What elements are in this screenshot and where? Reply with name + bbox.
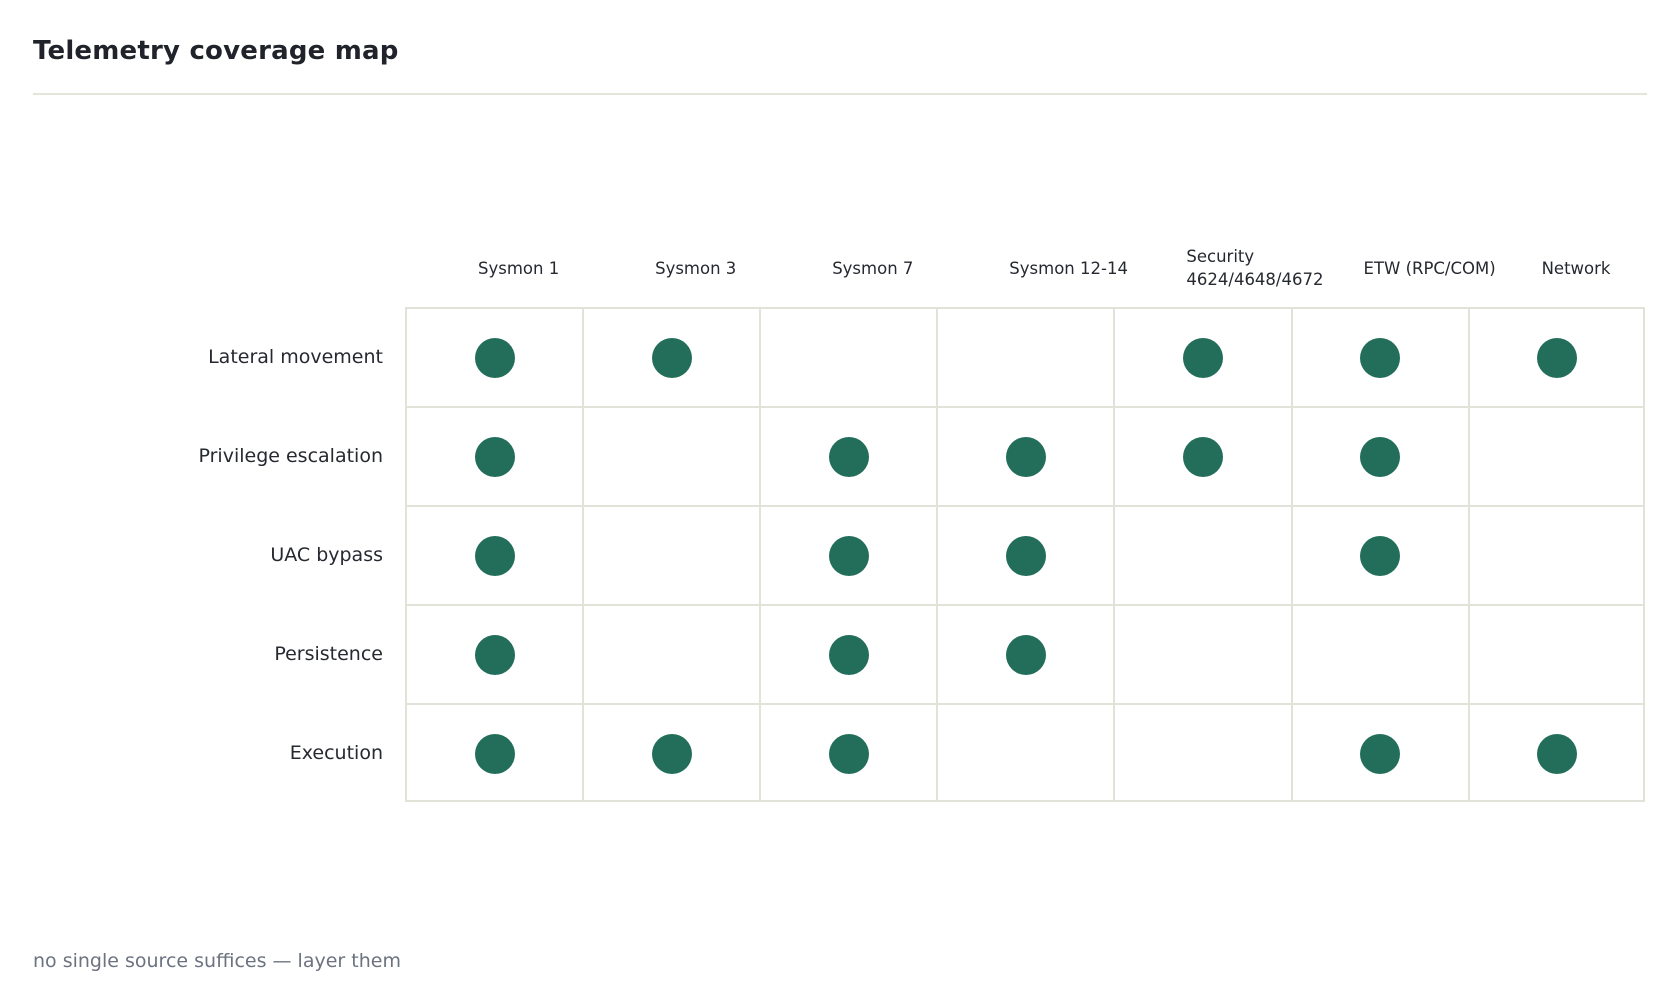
coverage-dot <box>1360 436 1401 477</box>
coverage-dot <box>828 436 869 477</box>
matrix-cell <box>759 406 936 505</box>
matrix-cell <box>1291 406 1468 505</box>
matrix-cell <box>1113 406 1290 505</box>
coverage-dot <box>1360 733 1401 774</box>
matrix-cell <box>405 604 582 703</box>
matrix-cell <box>936 604 1113 703</box>
column-header-line: Sysmon 12-14 <box>1009 258 1128 278</box>
matrix-cell <box>759 307 936 406</box>
matrix-cell <box>759 505 936 604</box>
coverage-dot <box>474 634 515 675</box>
grid-line <box>759 309 762 800</box>
matrix-cell <box>759 604 936 703</box>
coverage-dot <box>828 733 869 774</box>
coverage-dot <box>1537 733 1578 774</box>
grid-line <box>1467 309 1470 800</box>
matrix-cell <box>1113 505 1290 604</box>
column-header-line: ETW (RPC/COM) <box>1363 258 1496 278</box>
matrix-cell <box>1113 307 1290 406</box>
row-label: Persistence <box>274 642 383 665</box>
matrix-cell <box>1468 703 1645 802</box>
coverage-dot <box>474 733 515 774</box>
matrix-cell <box>582 307 759 406</box>
matrix-cell <box>1468 406 1645 505</box>
grid-line <box>1113 309 1116 800</box>
matrix-cell <box>759 703 936 802</box>
title-divider <box>33 93 1647 95</box>
grid-line <box>407 505 1643 507</box>
grid-line <box>407 604 1643 606</box>
matrix-cell <box>1291 703 1468 802</box>
footnote: no single source suffices — layer them <box>33 950 401 972</box>
matrix-cell <box>1113 604 1290 703</box>
matrix-cell <box>405 406 582 505</box>
matrix-cell <box>1468 505 1645 604</box>
matrix-cell <box>582 406 759 505</box>
matrix-cell <box>1291 307 1468 406</box>
grid-line <box>407 406 1643 408</box>
coverage-dot <box>651 733 692 774</box>
coverage-dot <box>1005 535 1046 576</box>
matrix-cell <box>582 505 759 604</box>
column-header-line: Sysmon 7 <box>832 258 914 278</box>
page-title: Telemetry coverage map <box>33 36 399 66</box>
matrix-cell <box>936 505 1113 604</box>
column-header-3: Sysmon 7 <box>832 240 913 296</box>
matrix-cell <box>405 703 582 802</box>
column-header-2: Sysmon 3 <box>655 240 736 296</box>
column-header-line: Sysmon 3 <box>655 258 737 278</box>
coverage-dot <box>828 535 869 576</box>
column-header-line: Sysmon 1 <box>478 258 560 278</box>
coverage-grid <box>405 307 1645 802</box>
coverage-dot <box>1005 436 1046 477</box>
matrix-cell <box>936 307 1113 406</box>
matrix-cell <box>1291 505 1468 604</box>
coverage-dot <box>1360 337 1401 378</box>
coverage-dot <box>651 337 692 378</box>
matrix-cell <box>936 406 1113 505</box>
coverage-dot <box>1537 337 1578 378</box>
column-header-line: Network <box>1541 258 1611 278</box>
column-header-5: Security 4624/4648/4672 <box>1186 240 1323 296</box>
matrix-cell <box>582 604 759 703</box>
matrix-cell <box>405 505 582 604</box>
grid-line <box>936 309 939 800</box>
row-label: Execution <box>289 741 383 764</box>
row-label: Privilege escalation <box>198 444 384 467</box>
matrix-cell <box>582 703 759 802</box>
column-header-6: ETW (RPC/COM) <box>1364 240 1496 296</box>
coverage-dot <box>474 535 515 576</box>
column-header-line: Security <box>1186 247 1255 266</box>
row-label: Lateral movement <box>208 345 383 368</box>
coverage-dot <box>474 436 515 477</box>
matrix-cell <box>405 307 582 406</box>
coverage-dot <box>828 634 869 675</box>
grid-line <box>1290 309 1293 800</box>
coverage-dot <box>1360 535 1401 576</box>
grid-line <box>407 703 1643 705</box>
column-header-1: Sysmon 1 <box>478 240 559 296</box>
matrix-cell <box>936 703 1113 802</box>
coverage-dot <box>1182 436 1223 477</box>
matrix-cell <box>1468 604 1645 703</box>
coverage-dot <box>1005 634 1046 675</box>
column-header-line: 4624/4648/4672 <box>1186 270 1324 289</box>
matrix-cell <box>1291 604 1468 703</box>
coverage-dot <box>474 337 515 378</box>
column-header-4: Sysmon 12-14 <box>1009 240 1128 296</box>
coverage-dot <box>1182 337 1223 378</box>
grid-line <box>582 309 585 800</box>
column-header-7: Network <box>1542 240 1611 296</box>
row-label: UAC bypass <box>270 543 383 566</box>
matrix-cell <box>1113 703 1290 802</box>
matrix-cell <box>1468 307 1645 406</box>
